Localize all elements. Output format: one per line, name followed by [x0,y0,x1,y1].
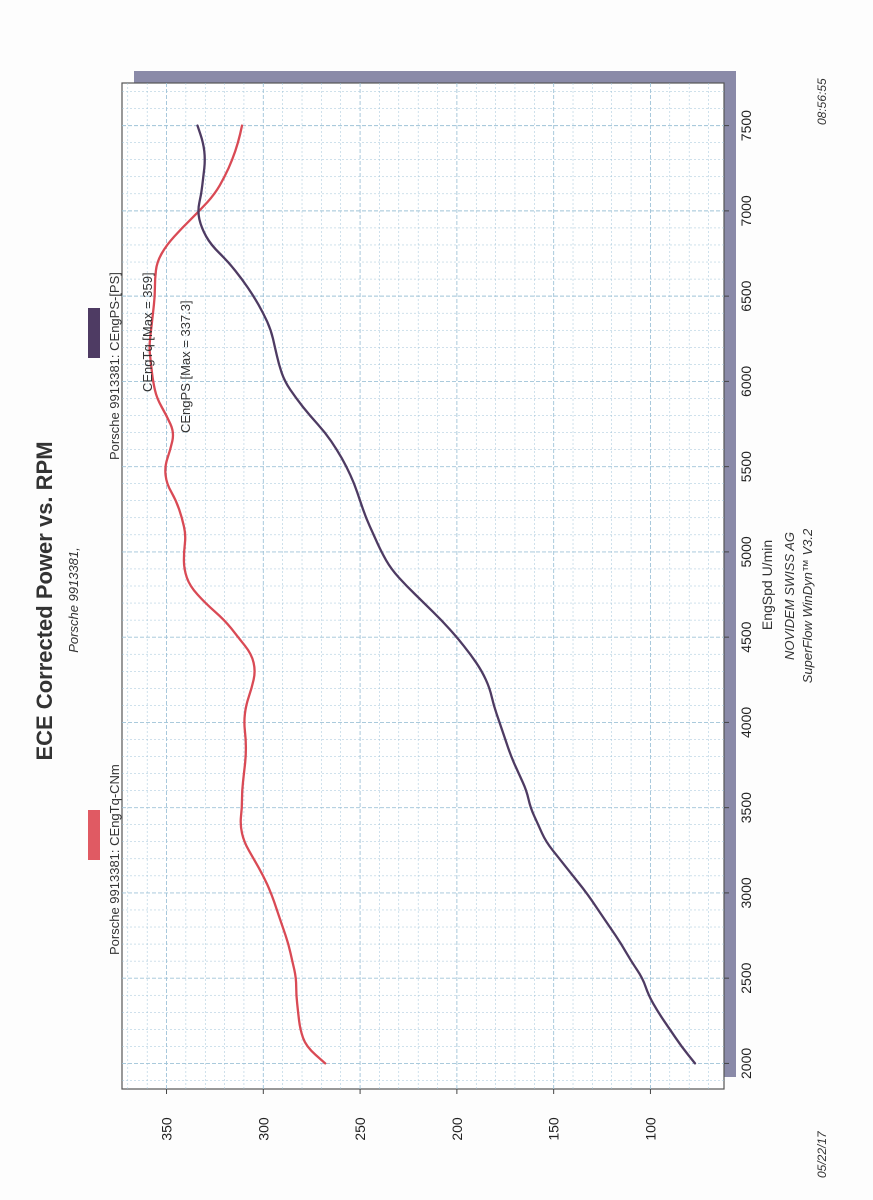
x-tick-label: 3500 [738,792,754,823]
footer-time: 08:56:55 [815,78,829,125]
x-tick-label: 6000 [738,366,754,397]
x-tick-label: 2000 [738,1048,754,1079]
legend-label-torque: Porsche 9913381: CEngTq-CNm [107,764,122,955]
y-tick-label: 150 [546,1117,562,1141]
x-tick-label: 7500 [738,110,754,141]
series-group [148,124,697,1065]
x-tick-label: 6500 [738,280,754,311]
frame-shadow-top [134,71,736,83]
footer-software: SuperFlow WinDyn™ V3.2 [800,528,815,683]
series-line-power [196,124,697,1065]
y-tick-label: 100 [642,1117,658,1141]
x-tick-label: 2500 [738,962,754,993]
annotation-power-max: CEngPS [Max = 337.3] [178,300,193,433]
series-line-torque [148,124,327,1065]
grid-lines [122,83,724,1089]
footer-company: NOVIDEM SWISS AG [782,532,797,660]
y-tick-label: 300 [255,1117,271,1141]
axis-ticks: 2000 2500 3000 3500 4000 4500 5000 5500 6000 6500… [159,110,754,1141]
x-tick-label: 5500 [738,451,754,482]
legend-label-power: Porsche 9913381: CEngPS-[PS] [107,272,122,460]
footer-date: 05/22/17 [815,1130,829,1178]
y-tick-label: 350 [159,1117,175,1141]
legend-swatch-power [88,308,100,358]
frame-shadow-right [724,71,736,1077]
annotation-torque-max: CEngTq [Max = 359] [140,272,155,392]
x-tick-label: 7000 [738,195,754,226]
chart-subtitle: Porsche 9913381, [66,547,81,653]
x-tick-label: 4500 [738,621,754,652]
chart-title: ECE Corrected Power vs. RPM [32,441,57,760]
x-tick-label: 4000 [738,707,754,738]
x-tick-label: 5000 [738,536,754,567]
y-tick-label: 250 [352,1117,368,1141]
x-tick-label: 3000 [738,877,754,908]
x-axis-label: EngSpd U/min [759,540,775,630]
legend-swatch-torque [88,810,100,860]
y-tick-label: 200 [449,1117,465,1141]
